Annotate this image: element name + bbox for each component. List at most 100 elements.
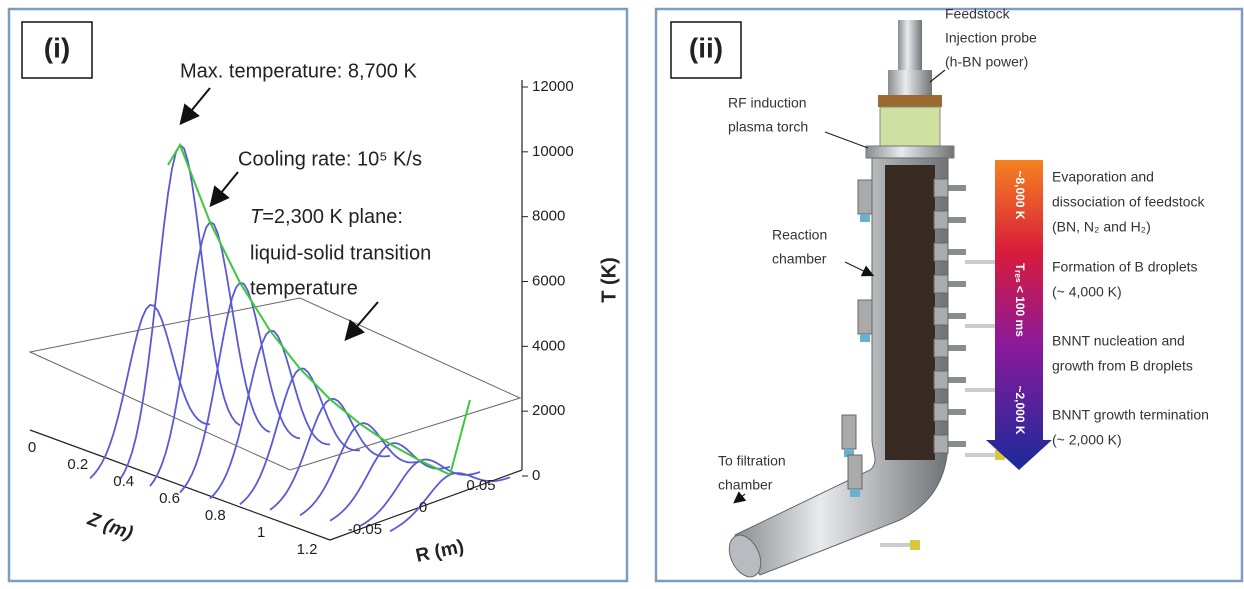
label: (h-BN power)	[945, 54, 1028, 70]
valve	[847, 454, 863, 490]
port	[948, 217, 966, 223]
label: chamber	[718, 477, 773, 493]
label: (~ 2,000 K)	[1052, 432, 1122, 448]
label: To filtration	[718, 453, 786, 469]
tick-label: 10000	[532, 143, 574, 160]
panel-i: (i) Max. temperature: 8,700 K Cooling ra…	[21, 21, 620, 567]
profile-curve	[239, 367, 361, 505]
label: growth from B droplets	[1052, 358, 1193, 374]
tick-label: 0.8	[205, 507, 226, 524]
panel-ii: (ii) ~8,000 K Tᵣₑₛ < 100 ms ~2,000 K Fee…	[670, 6, 1209, 578]
port	[948, 441, 966, 447]
panel-label: (i)	[44, 32, 70, 63]
profile-curve	[119, 143, 241, 480]
port	[933, 210, 949, 230]
tick-label: 0.05	[466, 477, 495, 494]
tick-label: 6000	[532, 272, 565, 289]
label: dissociation of feedstock	[1052, 194, 1206, 210]
port	[948, 185, 966, 191]
panel-frame	[7, 7, 629, 583]
arrow	[344, 301, 379, 342]
outlet	[728, 534, 762, 578]
plane	[28, 297, 522, 471]
tick-label: 0.4	[113, 473, 134, 490]
tick-label: 0	[28, 439, 36, 456]
annotation: Max. temperature: 8,700 K	[180, 60, 417, 82]
sampling-port	[965, 388, 995, 392]
sampling-port	[880, 543, 910, 547]
label: Evaporation and	[1052, 169, 1154, 185]
port	[933, 434, 949, 454]
sampling-port	[965, 324, 995, 328]
label: (~ 4,000 K)	[1052, 284, 1122, 300]
tick-label: 0	[532, 467, 540, 484]
valve	[857, 179, 873, 215]
label: plasma torch	[728, 119, 808, 135]
port	[933, 242, 949, 262]
label: Formation of B droplets	[1052, 259, 1198, 275]
pointer	[929, 69, 946, 83]
profile-curve	[209, 329, 331, 500]
label: RF induction	[728, 95, 807, 111]
gradient-label: Tᵣₑₛ < 100 ms	[1013, 263, 1027, 337]
tick-label: 1.2	[297, 541, 318, 558]
panel-frame	[654, 7, 1244, 583]
valve	[860, 214, 870, 222]
port	[933, 178, 949, 198]
label: BNNT growth termination	[1052, 407, 1209, 423]
port	[948, 249, 966, 255]
port	[948, 409, 966, 415]
annotation: temperature	[250, 277, 358, 299]
tick-label: 2000	[532, 402, 565, 419]
z-axis	[29, 429, 331, 541]
port	[948, 377, 966, 383]
label: Reaction	[772, 227, 827, 243]
profile-curve	[89, 304, 211, 480]
profile-curve	[329, 442, 451, 522]
tick-label: 0.2	[67, 456, 88, 473]
valve	[857, 299, 873, 335]
port	[933, 370, 949, 390]
label: Injection probe	[945, 30, 1037, 46]
annotation: T=2,300 K plane:	[250, 206, 403, 228]
sampling-port	[965, 453, 995, 457]
arrow	[209, 171, 239, 208]
label: (BN, N₂ and H₂)	[1052, 219, 1151, 235]
gradient-arrow	[986, 160, 1052, 470]
port	[933, 338, 949, 358]
torch	[879, 106, 941, 148]
valve	[841, 414, 857, 450]
valve	[844, 449, 854, 457]
label: BNNT nucleation and	[1052, 333, 1185, 349]
label-box	[21, 21, 93, 79]
panel-label: (ii)	[689, 32, 723, 63]
annotation: Cooling rate: 10⁵ K/s	[238, 148, 422, 170]
label: Feedstock	[945, 6, 1011, 22]
profile-curve	[179, 281, 301, 494]
label: chamber	[772, 251, 827, 267]
pointer	[844, 261, 875, 277]
valve	[860, 334, 870, 342]
chamber-liner	[885, 165, 935, 460]
tick-label: 0.6	[159, 490, 180, 507]
axis-label: Z (m)	[84, 508, 136, 544]
axis-label: R (m)	[414, 536, 466, 567]
axis-label: T (K)	[598, 257, 620, 303]
port	[933, 274, 949, 294]
tick-label: 4000	[532, 337, 565, 354]
profile-curve	[359, 458, 481, 527]
tick-label: -0.05	[348, 521, 382, 538]
gradient-label: ~8,000 K	[1013, 170, 1027, 219]
flange	[878, 95, 942, 107]
envelope-curve	[167, 142, 471, 477]
valve	[850, 489, 860, 497]
sampling-port	[965, 260, 995, 264]
annotation: liquid-solid transition	[250, 242, 431, 264]
annotation: =2,300 K plane:	[262, 206, 403, 228]
pointer	[733, 491, 747, 504]
pointer	[824, 131, 869, 149]
port	[948, 313, 966, 319]
port	[948, 281, 966, 287]
label-box	[670, 21, 742, 79]
